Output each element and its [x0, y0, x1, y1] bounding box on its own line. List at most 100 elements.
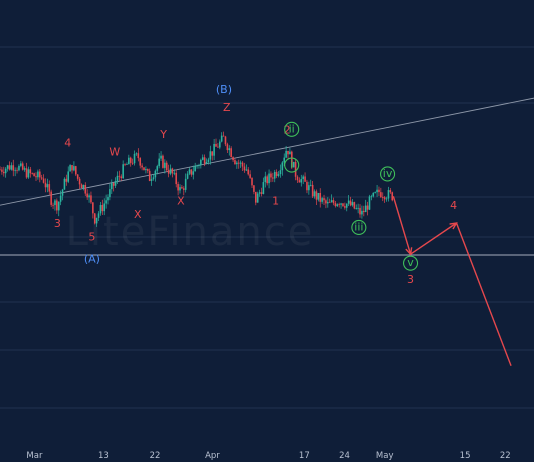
candle-body — [243, 166, 246, 171]
candle-body — [80, 184, 83, 189]
candle-body — [236, 162, 238, 165]
candle-body — [253, 185, 255, 192]
candle-body — [213, 143, 215, 156]
candle-body — [268, 173, 270, 184]
candle-body — [0, 169, 1, 171]
candle-body — [364, 205, 367, 213]
candle-body — [162, 155, 164, 168]
candle-body — [237, 162, 240, 164]
candle-body — [363, 210, 365, 213]
candle-body — [275, 171, 278, 176]
candle-body — [74, 166, 77, 175]
candle-body — [383, 197, 386, 200]
candle-body — [391, 192, 394, 201]
candle-body — [59, 195, 62, 202]
candle-body — [327, 202, 329, 204]
candle-body — [378, 189, 380, 193]
candle-body — [317, 192, 320, 200]
candle-body — [368, 196, 371, 210]
candle-body — [315, 191, 318, 200]
candle-body — [272, 177, 274, 179]
circle-label-ring — [380, 166, 396, 182]
candle-body — [82, 184, 85, 189]
candle-body — [107, 197, 109, 201]
wave-label: (A) — [84, 253, 100, 266]
candle-body — [374, 192, 376, 194]
candle-body — [181, 187, 183, 189]
watermark: LiteFinance — [66, 209, 315, 255]
candle-body — [158, 158, 160, 167]
candle-body — [190, 169, 193, 175]
candle-body — [203, 157, 206, 164]
candle-body — [230, 148, 232, 158]
candle-body — [114, 181, 117, 186]
candle-body — [139, 158, 142, 166]
candle-body — [192, 171, 195, 175]
candle-body — [90, 195, 92, 203]
candle-body — [281, 162, 284, 171]
candle-body — [389, 190, 392, 193]
candles — [0, 131, 394, 227]
candle-body — [33, 173, 35, 177]
candle-body — [29, 169, 32, 174]
x-tick-label: 17 — [299, 451, 310, 461]
candle-body — [118, 175, 121, 177]
candle-body — [42, 178, 45, 183]
wave-label: 3 — [54, 217, 61, 230]
candle-body — [52, 204, 54, 206]
candle-body — [285, 150, 287, 158]
candle-body — [247, 169, 250, 175]
circle-label: ii — [289, 122, 295, 135]
candle-body — [182, 188, 185, 190]
candle-body — [289, 151, 291, 155]
trendline — [0, 97, 534, 206]
candle-body — [347, 200, 350, 204]
candle-body — [105, 200, 107, 204]
wave-label: 4 — [64, 137, 71, 150]
candle-body — [169, 168, 172, 174]
candle-body — [164, 162, 166, 168]
candle-body — [251, 177, 253, 186]
candle-body — [349, 200, 352, 206]
projection-segment — [455, 222, 512, 366]
candle-body — [188, 169, 191, 174]
candle-body — [209, 151, 212, 160]
candle-body — [186, 173, 189, 179]
candle-body — [207, 159, 210, 162]
candle-body — [4, 168, 7, 174]
circle-label: i — [290, 158, 293, 171]
candle-body — [27, 169, 30, 178]
candle-body — [20, 163, 22, 166]
candle-body — [239, 162, 242, 164]
x-tick-label: Apr — [205, 451, 220, 461]
candle-body — [357, 207, 359, 209]
candle-body — [71, 165, 73, 171]
x-tick-label: Mar — [26, 451, 43, 461]
candle-body — [73, 166, 75, 171]
candle-body — [23, 168, 26, 170]
candle-body — [234, 160, 236, 165]
candle-body — [165, 162, 168, 171]
candle-body — [381, 197, 384, 198]
candle-body — [1, 169, 3, 172]
circle-label: iii — [354, 220, 363, 233]
candle-body — [152, 177, 155, 180]
candle-body — [311, 184, 314, 197]
candle-body — [211, 151, 214, 156]
candle-body — [86, 193, 88, 198]
candle-body — [308, 185, 310, 191]
candle-body — [92, 202, 94, 214]
candle-body — [291, 151, 293, 168]
wave-label: (B) — [216, 83, 232, 96]
candle-body — [179, 187, 181, 191]
candle-body — [325, 200, 327, 204]
candle-body — [353, 202, 356, 209]
wave-label: X — [177, 195, 185, 208]
candle-body — [372, 192, 375, 197]
candle-body — [171, 168, 174, 174]
candle-body — [84, 184, 87, 194]
candle-body — [256, 193, 259, 203]
wave-label: W — [109, 146, 120, 159]
